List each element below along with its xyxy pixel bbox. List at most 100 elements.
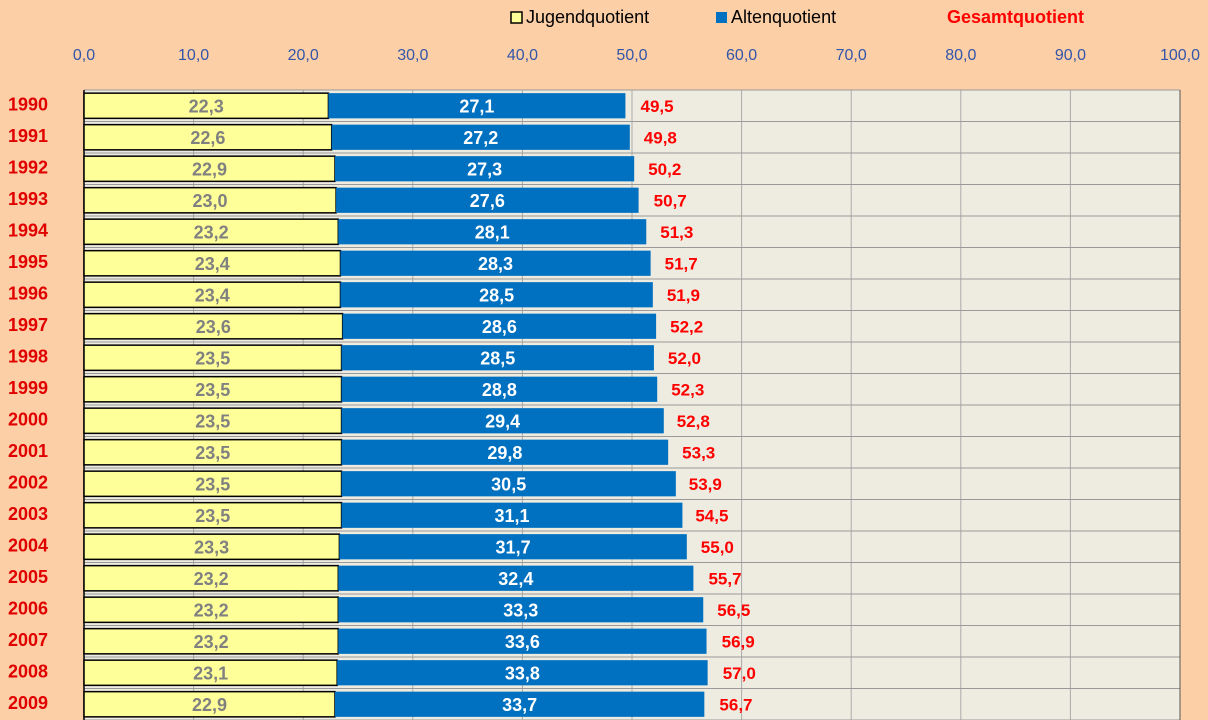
data-label: 22,9 [192, 695, 227, 715]
bar [341, 376, 658, 402]
x-tick-label: 0,0 [73, 47, 95, 64]
total-label: 49,5 [641, 97, 674, 116]
total-label: 56,5 [717, 601, 750, 620]
data-label: 33,8 [505, 664, 540, 684]
data-label: 29,4 [485, 412, 520, 432]
legend-label: Gesamtquotient [947, 7, 1084, 27]
bar [83, 596, 340, 624]
y-tick-label: 1996 [8, 284, 48, 304]
data-label: 23,0 [193, 191, 228, 211]
bar [340, 282, 653, 308]
bar [341, 345, 654, 371]
data-label: 33,3 [503, 601, 538, 621]
x-tick-label: 80,0 [945, 47, 976, 64]
y-tick-label: 1991 [8, 126, 48, 146]
bar [339, 534, 687, 560]
bar [336, 187, 639, 213]
data-label: 23,2 [194, 223, 229, 243]
y-tick-label: 1995 [8, 252, 48, 272]
data-label: 31,7 [496, 538, 531, 558]
data-label: 23,2 [194, 632, 229, 652]
total-label: 53,9 [689, 475, 722, 494]
data-label: 27,6 [470, 191, 505, 211]
x-tick-label: 30,0 [397, 47, 428, 64]
y-tick-label: 2007 [8, 630, 48, 650]
data-label: 23,1 [193, 664, 228, 684]
data-label: 28,3 [478, 254, 513, 274]
y-tick-label: 2000 [8, 410, 48, 430]
bar [83, 690, 336, 718]
total-label: 52,2 [670, 318, 703, 337]
data-label: 23,6 [196, 317, 231, 337]
data-label: 28,5 [480, 349, 515, 369]
x-tick-label: 50,0 [616, 47, 647, 64]
bar [337, 660, 708, 686]
data-label: 23,5 [195, 506, 230, 526]
bar [83, 659, 338, 687]
total-label: 57,0 [723, 664, 756, 683]
data-label: 23,4 [195, 286, 230, 306]
data-label: 23,3 [194, 538, 229, 558]
bar [338, 219, 647, 245]
data-label: 28,1 [475, 223, 510, 243]
data-label: 31,1 [494, 506, 529, 526]
total-label: 55,0 [701, 538, 734, 557]
data-label: 23,2 [194, 569, 229, 589]
bar [83, 249, 342, 277]
bar [341, 439, 669, 465]
legend-swatch [716, 12, 727, 23]
bar [83, 627, 340, 655]
x-tick-label: 20,0 [288, 47, 319, 64]
y-tick-label: 2003 [8, 504, 48, 524]
data-label: 27,3 [467, 160, 502, 180]
y-tick-label: 1997 [8, 315, 48, 335]
data-label: 28,5 [479, 286, 514, 306]
x-tick-label: 10,0 [178, 47, 209, 64]
data-label: 22,6 [190, 128, 225, 148]
bar [83, 375, 343, 403]
y-tick-label: 2008 [8, 662, 48, 682]
y-tick-label: 2005 [8, 567, 48, 587]
bar [83, 155, 336, 183]
data-label: 33,7 [502, 695, 537, 715]
bar [341, 502, 683, 528]
y-tick-label: 1992 [8, 158, 48, 178]
total-label: 52,8 [677, 412, 710, 431]
total-label: 51,3 [660, 223, 693, 242]
bar [83, 407, 343, 435]
data-label: 22,3 [189, 97, 224, 117]
bar [338, 628, 707, 654]
data-label: 23,2 [194, 601, 229, 621]
legend-label: Altenquotient [731, 7, 836, 27]
data-label: 23,5 [195, 380, 230, 400]
data-label: 23,5 [195, 349, 230, 369]
y-tick-label: 2009 [8, 693, 48, 713]
total-label: 52,3 [671, 381, 704, 400]
total-label: 50,2 [648, 160, 681, 179]
data-label: 30,5 [491, 475, 526, 495]
bar [83, 501, 343, 529]
data-label: 22,9 [192, 160, 227, 180]
y-tick-label: 2001 [8, 441, 48, 461]
x-tick-label: 90,0 [1055, 47, 1086, 64]
total-label: 50,7 [654, 192, 687, 211]
data-label: 33,6 [505, 632, 540, 652]
y-tick-label: 1999 [8, 378, 48, 398]
bar [83, 438, 343, 466]
total-label: 56,7 [719, 696, 752, 715]
data-label: 23,5 [195, 412, 230, 432]
x-tick-label: 60,0 [726, 47, 757, 64]
bar [341, 408, 664, 434]
bar [331, 124, 630, 150]
y-tick-label: 2006 [8, 599, 48, 619]
data-label: 23,5 [195, 475, 230, 495]
data-label: 27,1 [459, 97, 494, 117]
total-label: 51,9 [667, 286, 700, 305]
bar [83, 533, 341, 561]
data-label: 28,8 [482, 380, 517, 400]
data-label: 28,6 [482, 317, 517, 337]
legend-label: Jugendquotient [526, 7, 649, 27]
bar [83, 123, 333, 151]
total-label: 52,0 [668, 349, 701, 368]
